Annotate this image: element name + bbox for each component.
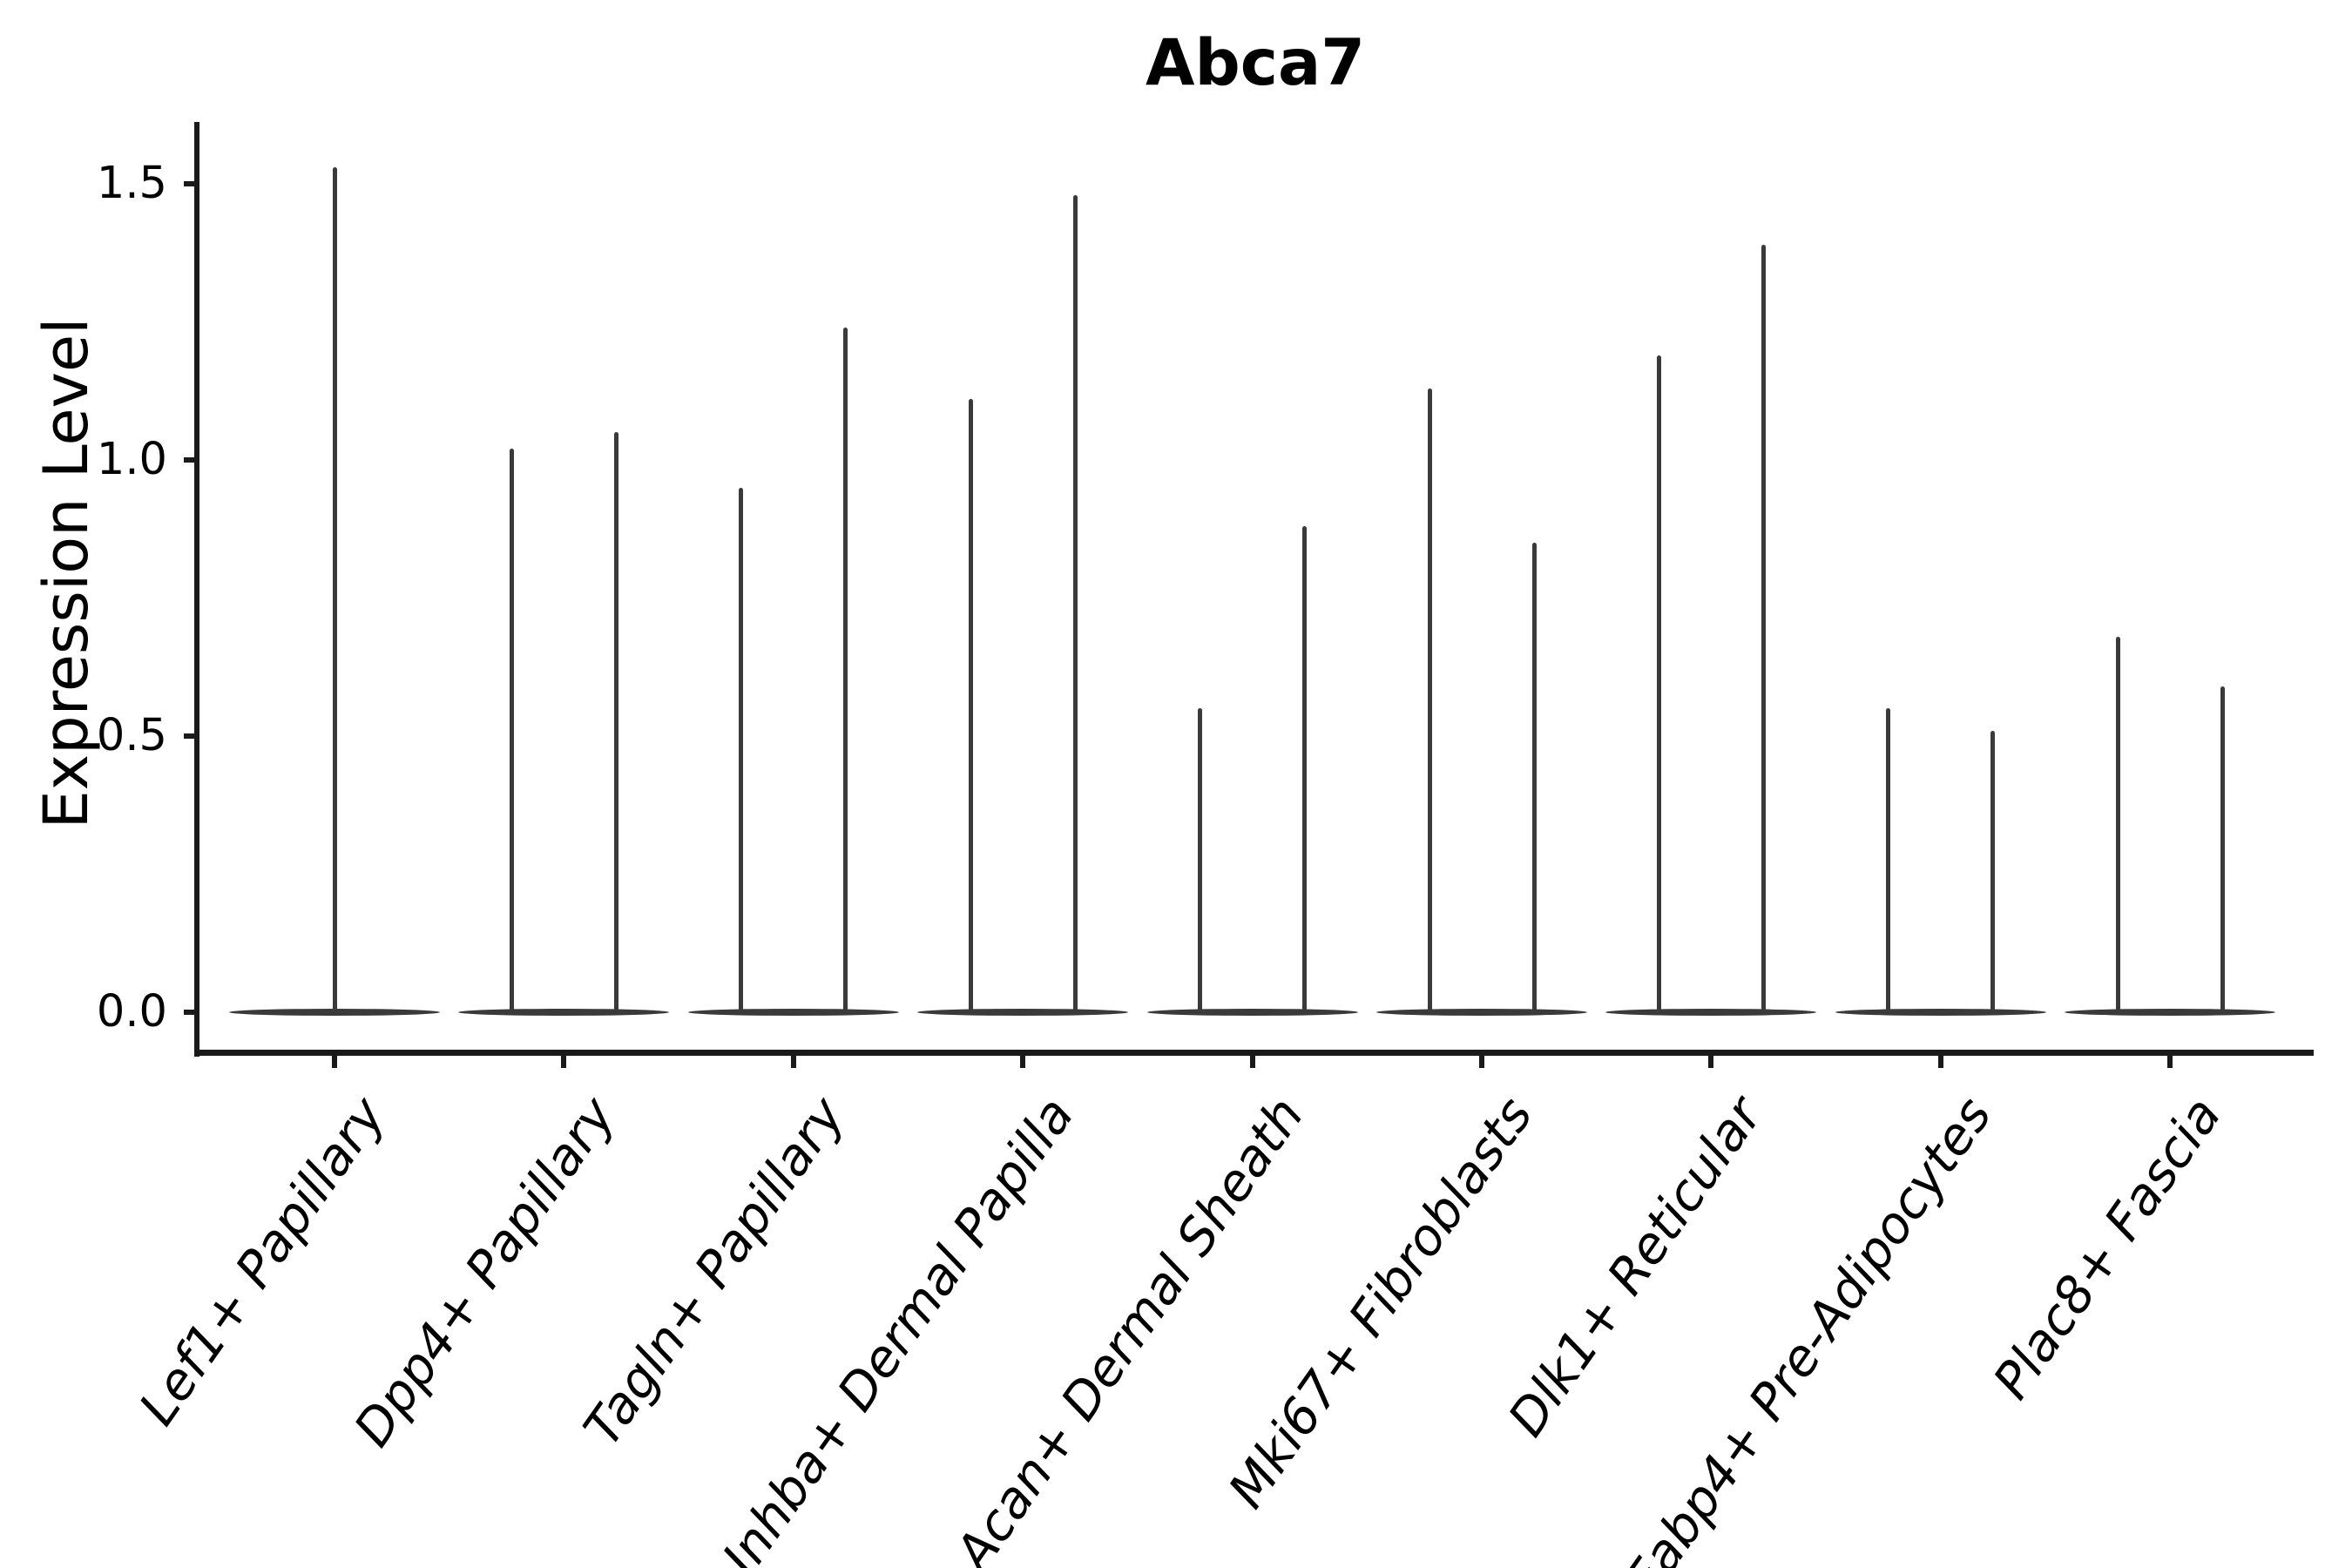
violin-base [1376,1009,1587,1016]
x-tick-label: Dpp4+ Papillary [341,1086,627,1457]
violin-spike [1531,543,1537,1015]
x-tick-mark [1020,1056,1026,1068]
violin-base [687,1009,899,1016]
x-tick-mark [1479,1056,1484,1068]
violin-spike [968,399,973,1015]
x-tick-label: Lef1+ Papillary [127,1086,397,1436]
violin-spike [1072,194,1078,1015]
violin-base [1835,1009,2046,1016]
violin-spike [1427,388,1432,1015]
violin-spike [1656,355,1661,1015]
violin-spike [1761,244,1766,1015]
violin-spike [2115,636,2120,1015]
y-tick-mark [184,181,197,186]
y-axis-spine [194,122,199,1057]
violin-spike [1886,708,1891,1015]
violin-spike [332,166,337,1015]
violin-spike [1302,526,1308,1015]
violin-base [2065,1009,2276,1016]
violin-spike [509,449,514,1015]
violin-base [917,1009,1129,1016]
x-axis-spine [194,1050,2314,1056]
y-tick-label: 0.5 [96,710,167,761]
x-tick-mark [1937,1056,1943,1068]
x-tick-mark [561,1056,567,1068]
violin-spike [613,432,618,1015]
y-axis-label: Expression Level [30,317,102,829]
x-tick-mark [332,1056,337,1068]
violin-base [458,1009,670,1016]
x-tick-mark [1708,1056,1714,1068]
plot-title: Abca7 [1145,26,1366,100]
violin-spike [739,487,744,1015]
violin-spike [1990,730,1996,1015]
x-tick-mark [1249,1056,1255,1068]
violin-base [1605,1009,1817,1016]
y-tick-label: 1.0 [96,434,167,485]
x-tick-mark [2167,1056,2173,1068]
x-tick-label: Dlk1+ Reticular [1497,1086,1774,1447]
y-tick-mark [184,733,197,739]
x-tick-label: Tagln+ Papillary [571,1086,856,1456]
y-tick-label: 1.5 [96,158,167,209]
y-tick-mark [184,457,197,463]
x-tick-label: Plac8+ Fascia [1981,1086,2233,1409]
violin-spike [843,327,848,1015]
violin-spike [2220,686,2225,1015]
y-tick-mark [184,1010,197,1015]
violin-spike [1198,708,1203,1015]
x-tick-mark [790,1056,796,1068]
y-tick-label: 0.0 [96,986,167,1037]
violin-base [1146,1009,1358,1016]
